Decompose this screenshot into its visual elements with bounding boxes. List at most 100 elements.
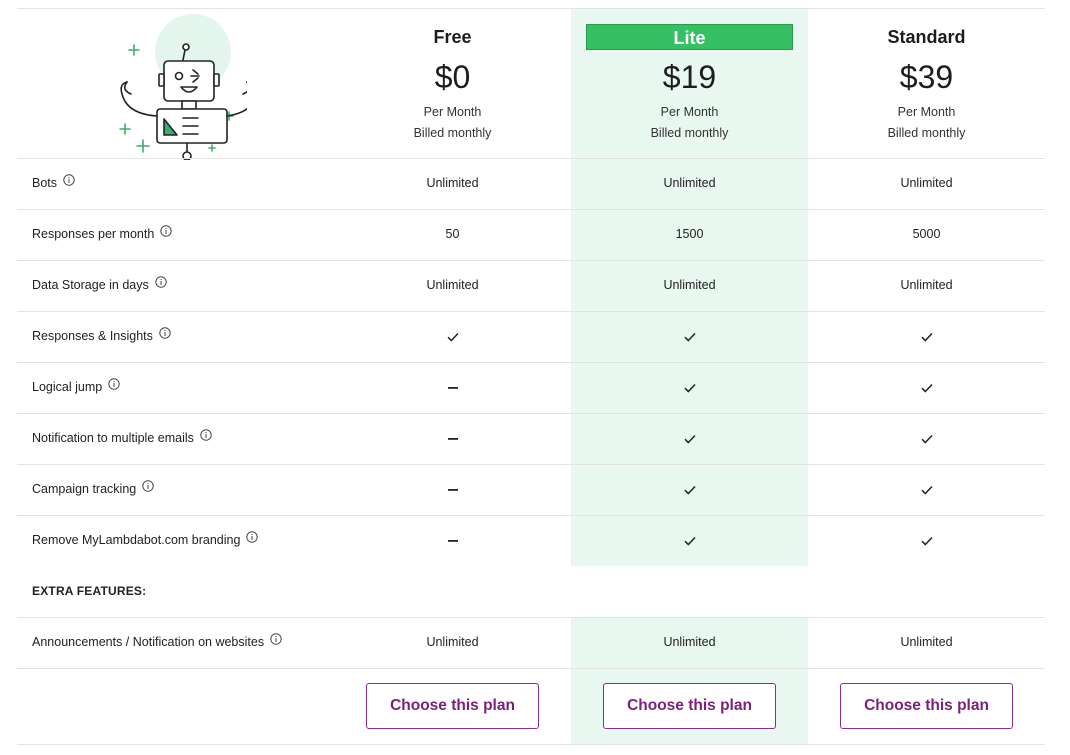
checkmark-icon <box>571 413 808 464</box>
divider <box>17 8 1045 9</box>
choose-plan-standard-button[interactable]: Choose this plan <box>840 683 1013 729</box>
plan-billing: Billed monthly <box>650 126 729 140</box>
feature-label-text: Announcements / Notification on websites <box>32 635 265 649</box>
plan-name: Standard <box>887 27 966 47</box>
feature-label-text: Notification to multiple emails <box>32 431 194 445</box>
feature-row-bots: Bots Unlimited Unlimited Unlimited <box>17 158 1045 209</box>
feature-label-text: Logical jump <box>32 380 103 394</box>
plan-header-free: Free $0 Per Month Billed monthly <box>334 8 571 158</box>
checkmark-icon <box>334 311 571 362</box>
plan-name: Lite <box>586 24 793 50</box>
dash-icon <box>334 464 571 515</box>
info-circle-icon[interactable] <box>155 259 167 310</box>
checkmark-icon <box>808 515 1045 566</box>
feature-value-standard: Unlimited <box>900 278 953 292</box>
feature-value-free: Unlimited <box>426 278 479 292</box>
divider <box>17 413 1045 414</box>
divider <box>17 209 1045 210</box>
cta-row: Choose this plan Choose this plan Choose… <box>17 668 1045 744</box>
feature-row-storage: Data Storage in days Unlimited Unlimited… <box>17 260 1045 311</box>
feature-row-remove-branding: Remove MyLambdabot.com branding <box>17 515 1045 566</box>
plan-header-lite: Lite $19 Per Month Billed monthly <box>571 8 808 158</box>
checkmark-icon <box>571 464 808 515</box>
checkmark-icon <box>571 515 808 566</box>
feature-value-standard: 5000 <box>912 227 941 241</box>
dash-icon <box>334 413 571 464</box>
plan-price: $0 <box>434 59 471 95</box>
info-circle-icon[interactable] <box>63 157 75 208</box>
feature-label: Logical jump <box>32 362 120 413</box>
feature-value-lite: Unlimited <box>663 176 716 190</box>
feature-label: Responses & Insights <box>32 311 171 362</box>
feature-value-free: Unlimited <box>426 176 479 190</box>
dash-icon <box>334 515 571 566</box>
pricing-header <box>17 8 1045 161</box>
cta-cell-standard: Choose this plan <box>808 668 1045 744</box>
cta-cell-free: Choose this plan <box>334 668 571 744</box>
feature-row-insights: Responses & Insights <box>17 311 1045 362</box>
feature-value-lite: Unlimited <box>663 278 716 292</box>
lite-column-highlight <box>571 8 808 744</box>
extra-features-header-row: EXTRA FEATURES: <box>17 566 1045 617</box>
feature-label: Responses per month <box>32 209 172 260</box>
plan-billing: Billed monthly <box>413 126 492 140</box>
plan-billing: Billed monthly <box>887 126 966 140</box>
divider <box>17 515 1045 516</box>
divider <box>17 158 1045 159</box>
feature-label-text: Campaign tracking <box>32 482 137 496</box>
feature-value-lite: 1500 <box>675 227 704 241</box>
feature-label: Notification to multiple emails <box>32 413 212 464</box>
checkmark-icon <box>571 362 808 413</box>
plan-header-standard: Standard $39 Per Month Billed monthly <box>808 8 1045 158</box>
checkmark-icon <box>571 311 808 362</box>
checkmark-icon <box>808 311 1045 362</box>
choose-plan-free-button[interactable]: Choose this plan <box>366 683 539 729</box>
divider <box>17 260 1045 261</box>
feature-value-free: Unlimited <box>426 635 479 649</box>
feature-label-text: Bots <box>32 176 58 190</box>
plan-name: Free <box>433 27 472 47</box>
feature-label: Announcements / Notification on websites <box>32 617 282 668</box>
info-circle-icon[interactable] <box>246 514 259 565</box>
choose-plan-lite-button[interactable]: Choose this plan <box>603 683 776 729</box>
robot-illustration <box>107 12 256 161</box>
divider <box>17 464 1045 465</box>
info-circle-icon[interactable] <box>108 361 120 412</box>
info-circle-icon[interactable] <box>200 412 212 463</box>
info-circle-icon[interactable] <box>160 208 172 259</box>
feature-row-announcements: Announcements / Notification on websites… <box>17 617 1045 668</box>
info-circle-icon[interactable] <box>159 310 171 361</box>
divider <box>17 311 1045 312</box>
feature-label-text: Remove MyLambdabot.com branding <box>32 533 241 547</box>
feature-label: Campaign tracking <box>32 464 154 515</box>
checkmark-icon <box>808 362 1045 413</box>
checkmark-icon <box>808 413 1045 464</box>
feature-row-responses: Responses per month 50 1500 5000 <box>17 209 1045 260</box>
checkmark-icon <box>808 464 1045 515</box>
dash-icon <box>334 362 571 413</box>
info-circle-icon[interactable] <box>270 616 282 667</box>
plan-price: $39 <box>899 59 954 95</box>
divider <box>17 668 1045 669</box>
divider <box>17 362 1045 363</box>
feature-value-standard: Unlimited <box>900 176 953 190</box>
info-circle-icon[interactable] <box>142 463 154 514</box>
feature-value-lite: Unlimited <box>663 635 716 649</box>
feature-value-standard: Unlimited <box>900 635 953 649</box>
divider <box>17 744 1045 745</box>
divider <box>17 617 1045 618</box>
feature-row-notifications: Notification to multiple emails <box>17 413 1045 464</box>
feature-value-free: 50 <box>445 227 460 241</box>
extra-features-title: EXTRA FEATURES: <box>32 584 147 598</box>
plan-period: Per Month <box>660 105 719 119</box>
feature-row-campaign-tracking: Campaign tracking <box>17 464 1045 515</box>
feature-label: Data Storage in days <box>32 260 167 311</box>
feature-label-text: Responses & Insights <box>32 329 153 343</box>
feature-label: Remove MyLambdabot.com branding <box>32 514 259 566</box>
cta-cell-lite: Choose this plan <box>571 668 808 744</box>
plan-price: $19 <box>662 59 717 95</box>
plan-period: Per Month <box>423 105 482 119</box>
feature-label-text: Responses per month <box>32 227 155 241</box>
feature-label-text: Data Storage in days <box>32 278 149 292</box>
feature-label: Bots <box>32 158 75 209</box>
